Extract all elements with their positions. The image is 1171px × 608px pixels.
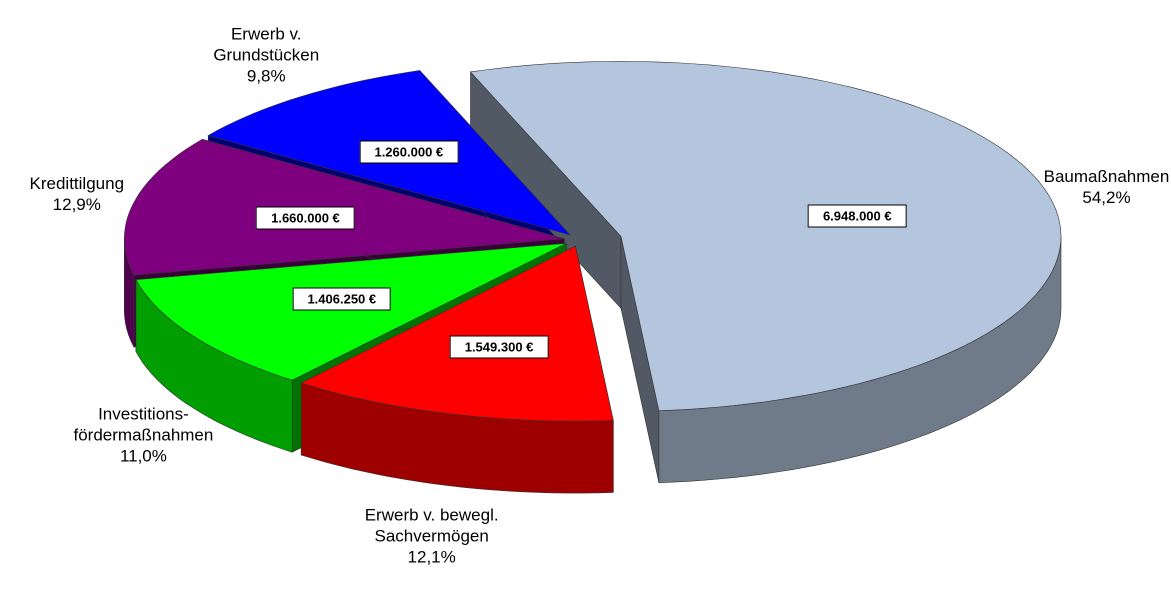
category-name: Investitions-fördermaßnahmen — [73, 404, 214, 445]
slice — [300, 245, 614, 422]
value-label-text: 1.549.300 € — [464, 339, 534, 355]
category-name: Erwerb v. bewegl. Sachvermögen — [364, 505, 499, 546]
value-label-text: 1.660.000 € — [271, 210, 340, 226]
category-label: Erwerb v. bewegl. Sachvermögen 12,1% — [357, 504, 507, 567]
percent-label: 12,9% — [52, 195, 101, 215]
slice — [469, 61, 1062, 412]
value-label: 1.260.000 € — [359, 140, 459, 164]
slice — [135, 243, 567, 381]
category-label: Baumaßnahmen 54,2% — [1044, 166, 1170, 208]
percent-label: 9,8% — [246, 66, 286, 86]
value-label-text: 1.260.000 € — [374, 144, 444, 160]
percent-label: 11,0% — [119, 446, 167, 466]
percent-label: 12,1% — [407, 547, 456, 567]
category-label: Erwerb v. Grundstücken 9,8% — [191, 23, 341, 86]
value-label: 1.406.250 € — [292, 287, 392, 311]
value-label-text: 1.406.250 € — [307, 291, 377, 307]
value-label: 1.549.300 € — [449, 335, 549, 359]
category-label: Investitions-fördermaßnahmen 11,0% — [68, 403, 218, 466]
category-label: Kredittilgung 12,9% — [30, 173, 125, 215]
percent-label: 54,2% — [1082, 188, 1131, 208]
value-label-text: 6.948.000 € — [822, 208, 892, 224]
value-label: 1.660.000 € — [256, 206, 355, 230]
value-label: 6.948.000 € — [807, 204, 907, 228]
category-name: Kredittilgung — [29, 174, 125, 194]
category-name: Baumaßnahmen — [1043, 167, 1170, 187]
category-name: Erwerb v. Grundstücken — [213, 24, 320, 65]
